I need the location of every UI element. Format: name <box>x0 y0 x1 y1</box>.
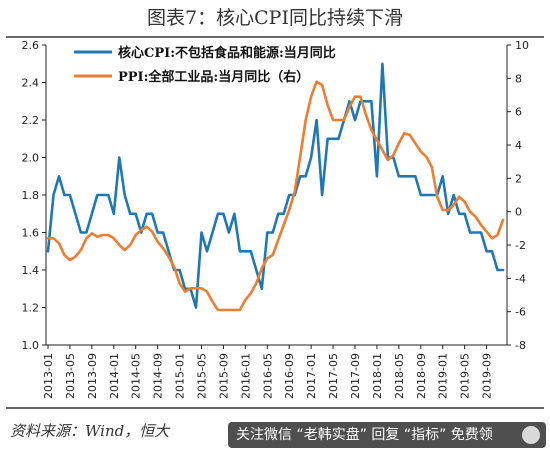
x-tick-label: 2014-05 <box>130 353 143 399</box>
left-y-tick-label: 1.4 <box>22 264 40 277</box>
right-y-tick-label: -4 <box>515 272 526 285</box>
x-tick-label: 2015-05 <box>195 353 208 399</box>
right-y-tick-label: -8 <box>515 339 526 352</box>
wechat-avatar-icon <box>522 426 540 444</box>
x-tick-label: 2017-09 <box>349 353 362 399</box>
right-y-tick-labels: -8 -6 -4 -2 0 2 4 6 8 10 <box>515 39 529 352</box>
x-tick-label: 2017-05 <box>327 353 340 399</box>
right-y-tick-label: 4 <box>515 139 522 152</box>
source-note: 资料来源：Wind，恒大 <box>10 422 170 440</box>
legend-label-ppi: PPI:全部工业品:当月同比（右） <box>118 69 309 85</box>
x-tick-label: 2014-01 <box>108 353 121 399</box>
left-y-tick-label: 2.6 <box>22 39 40 52</box>
right-y-tick-label: 10 <box>515 39 529 52</box>
x-tick-label: 2017-01 <box>305 353 318 399</box>
x-tick-label: 2013-01 <box>42 353 55 399</box>
right-y-tick-label: 8 <box>515 72 522 85</box>
x-tick-label: 2018-09 <box>415 353 428 399</box>
left-y-tick-label: 2.2 <box>22 114 40 127</box>
x-tick-label: 2018-01 <box>371 353 384 399</box>
left-y-tick-label: 1.0 <box>22 339 40 352</box>
x-tick-label: 2016-05 <box>261 353 274 399</box>
x-tick-label: 2019-09 <box>481 353 494 399</box>
left-y-tick-label: 2.0 <box>22 152 40 165</box>
left-y-tick-label: 2.4 <box>22 77 40 90</box>
chart-axes <box>42 44 511 349</box>
title-divider <box>6 36 544 38</box>
x-tick-label: 2019-05 <box>459 353 472 399</box>
x-tick-label: 2018-05 <box>393 353 406 399</box>
core-cpi-line <box>46 62 505 309</box>
right-y-tick-label: 6 <box>515 106 522 119</box>
watermark-banner: 关注微信 “老韩实盘” 回复 “指标” 免费领 <box>228 422 546 448</box>
right-y-tick-label: -6 <box>515 306 526 319</box>
page-title: 图表7：核心CPI同比持续下滑 <box>147 7 403 29</box>
right-y-tick-label: -2 <box>515 239 526 252</box>
footer-divider <box>6 407 544 409</box>
x-tick-label: 2013-05 <box>64 353 77 399</box>
x-tick-label: 2013-09 <box>86 353 99 399</box>
x-tick-label: 2014-09 <box>152 353 165 399</box>
right-y-tick-label: 0 <box>515 206 522 219</box>
line-chart: 2013-01 2013-05 2013-09 2014-01 2014-05 2014-… <box>22 39 530 399</box>
left-y-tick-label: 1.2 <box>22 302 40 315</box>
x-tick-label: 2015-01 <box>174 353 187 399</box>
legend-label-core-cpi: 核心CPI:不包括食品和能源:当月同比 <box>118 45 336 61</box>
x-tick-label: 2019-01 <box>437 353 450 399</box>
x-tick-label: 2016-09 <box>283 353 296 399</box>
x-tick-labels: 2013-01 2013-05 2013-09 2014-01 2014-05 2014-… <box>42 353 494 399</box>
ppi-line <box>46 80 505 312</box>
left-y-tick-label: 1.8 <box>22 189 40 202</box>
right-y-tick-label: 2 <box>515 172 522 185</box>
watermark-text: 关注微信 “老韩实盘” 回复 “指标” 免费领 <box>236 427 493 443</box>
left-y-tick-labels: 1.0 1.2 1.4 1.6 1.8 2.0 2.2 2.4 2.6 <box>22 39 40 352</box>
left-y-tick-label: 1.6 <box>22 227 40 240</box>
legend: 核心CPI:不包括食品和能源:当月同比 PPI:全部工业品:当月同比（右） <box>74 45 336 85</box>
x-tick-label: 2015-09 <box>217 353 230 399</box>
x-tick-label: 2016-01 <box>239 353 252 399</box>
series-lines <box>46 62 505 312</box>
